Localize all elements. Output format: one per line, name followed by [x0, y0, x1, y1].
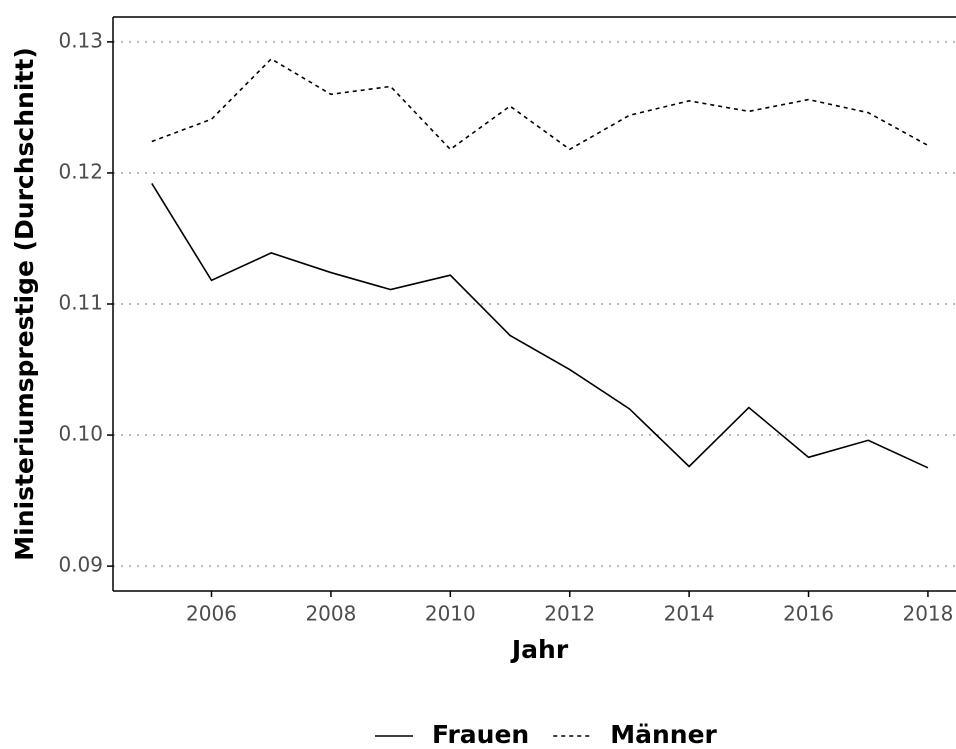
y-axis-title: Ministeriumsprestige (Durchschnitt) — [10, 47, 39, 560]
x-tick-label: 2012 — [544, 602, 595, 626]
x-tick-label: 2006 — [186, 602, 237, 626]
legend-label: Frauen — [432, 720, 529, 749]
legend-label: Männer — [610, 720, 717, 749]
x-tick-label: 2014 — [664, 602, 715, 626]
x-axis-title: Jahr — [510, 635, 569, 664]
x-tick-label: 2018 — [902, 602, 953, 626]
y-tick-label: 0.09 — [58, 553, 103, 577]
y-tick-label: 0.10 — [58, 422, 103, 446]
x-tick-label: 2016 — [783, 602, 834, 626]
x-tick-label: 2008 — [305, 602, 356, 626]
y-tick-label: 0.11 — [58, 291, 103, 315]
y-tick-label: 0.12 — [58, 159, 103, 183]
y-tick-label: 0.13 — [58, 28, 103, 52]
x-tick-label: 2010 — [425, 602, 476, 626]
data-line — [151, 183, 929, 469]
data-line — [151, 57, 929, 151]
